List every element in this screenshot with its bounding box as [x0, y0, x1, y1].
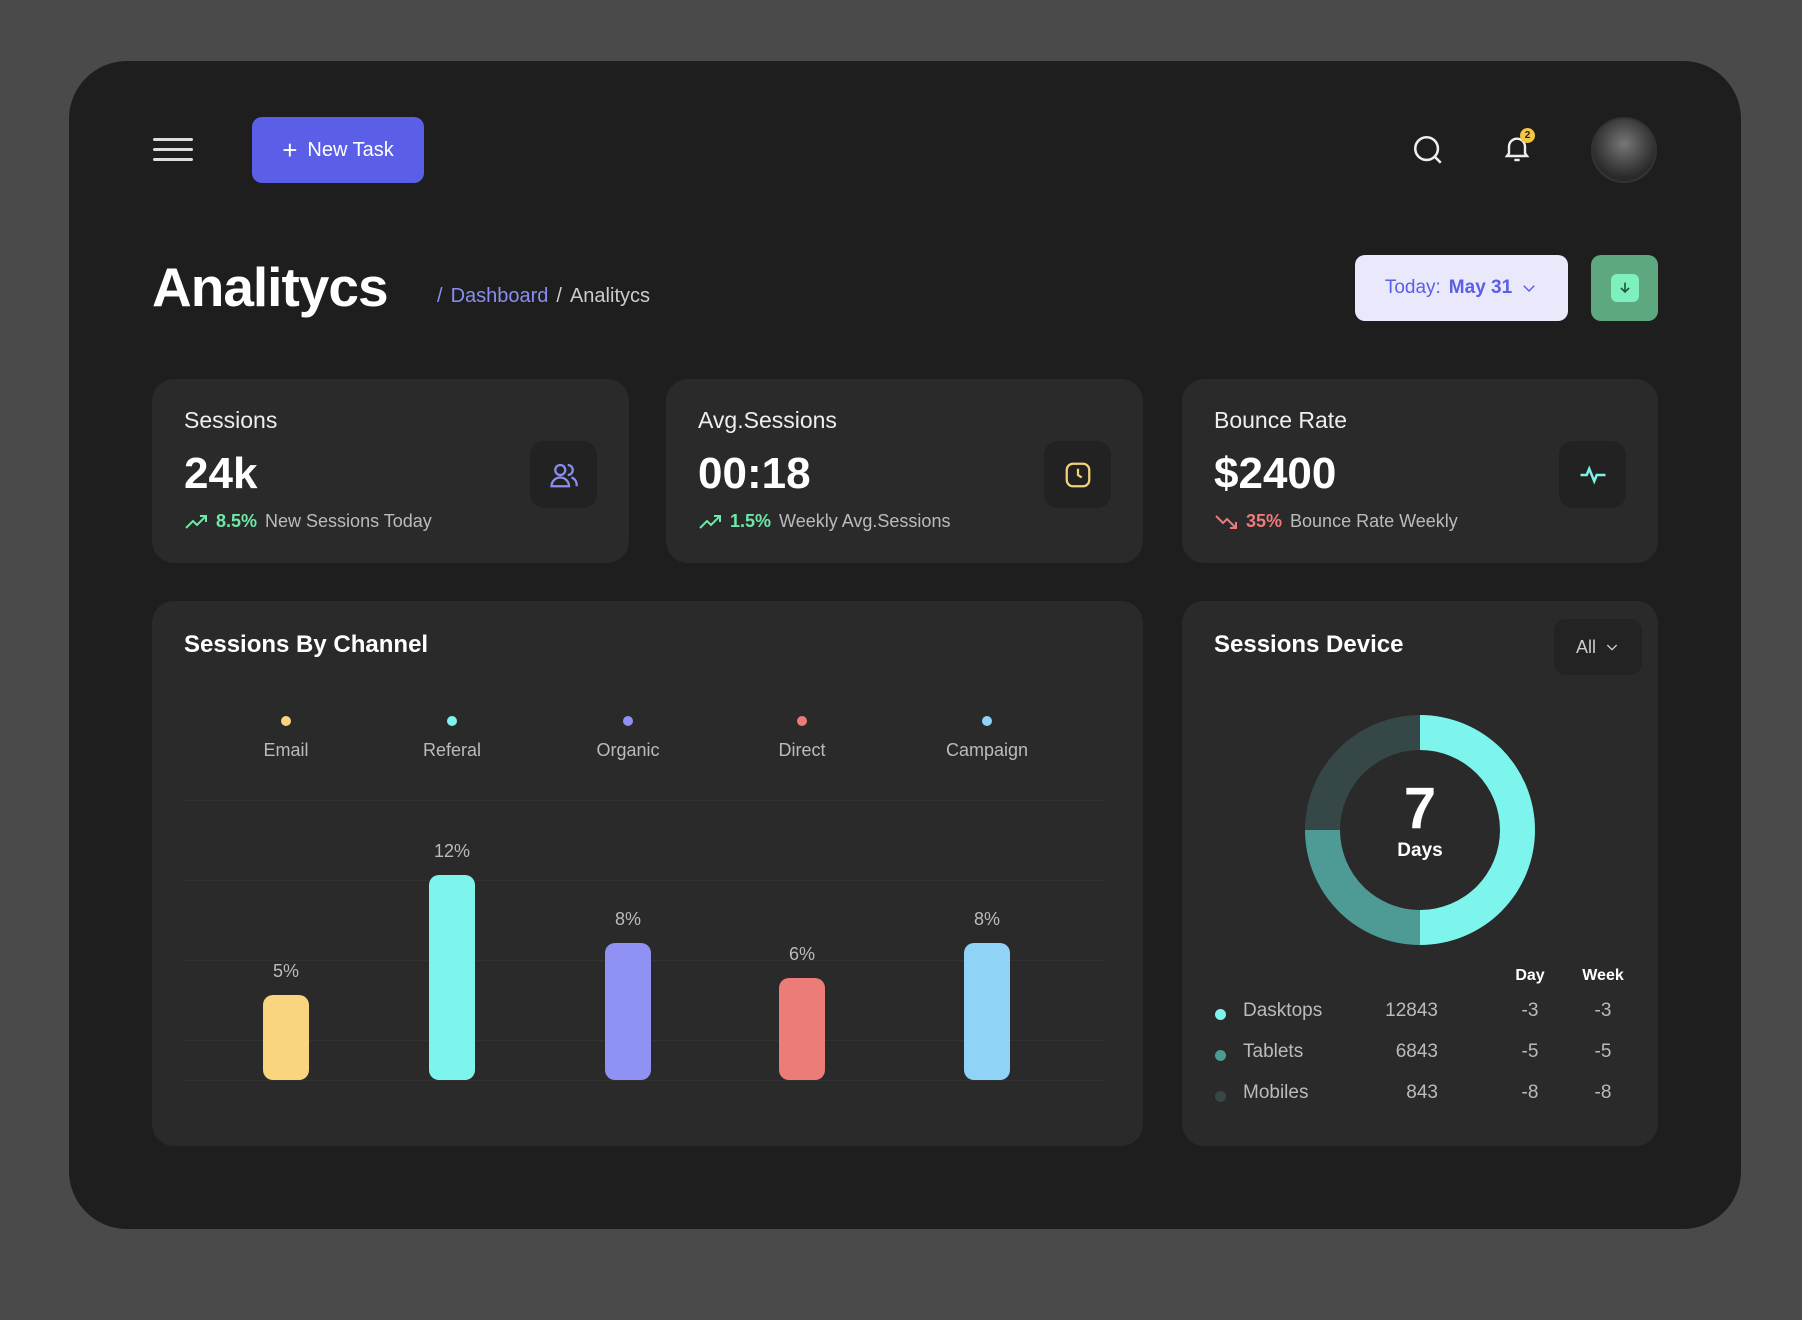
device-value: 6843: [1395, 1041, 1438, 1062]
page-title: Analitycs: [152, 256, 389, 318]
breadcrumb-dashboard[interactable]: Dashboard: [450, 285, 549, 307]
trend-down-icon: [1215, 514, 1237, 529]
device-filter-dropdown[interactable]: All: [1554, 619, 1642, 675]
device-name: Dasktops: [1243, 1000, 1323, 1021]
breadcrumb-current: Analitycs: [569, 285, 650, 307]
activity-icon: [1580, 464, 1605, 485]
legend-item: Referal: [392, 716, 512, 761]
legend-item: Email: [226, 716, 346, 761]
grid-line: [185, 1080, 1105, 1081]
legend-label: Organic: [596, 740, 660, 760]
users-icon: [549, 463, 578, 487]
search-icon: [1413, 135, 1442, 164]
device-week: -5: [1594, 1041, 1612, 1062]
legend-item: Campaign: [927, 716, 1047, 761]
bar-value-label: 5%: [272, 960, 299, 981]
bar-value-label: 8%: [973, 909, 1000, 930]
table-header-day: Day: [1515, 967, 1545, 984]
donut-center-label: Days: [1397, 840, 1443, 861]
stat-icon-box: [1559, 441, 1626, 508]
legend-item: Direct: [742, 716, 862, 761]
trend-up-icon: [185, 514, 207, 529]
download-button[interactable]: [1591, 255, 1658, 321]
legend-dot: [447, 716, 457, 726]
device-dot: [1215, 1009, 1226, 1020]
date-picker[interactable]: Today: May 31: [1355, 255, 1568, 321]
notification-badge: 2: [1520, 128, 1535, 143]
donut-slice-mobiles[interactable]: [1305, 715, 1420, 830]
stat-card-sessions: Sessions 24k 8.5% New Sessions Today: [152, 379, 629, 563]
legend-label: Direct: [778, 740, 826, 760]
notifications-button[interactable]: 2: [1497, 128, 1537, 168]
device-row: Mobiles 843 -8 -8: [1212, 1082, 1632, 1112]
legend-dot: [281, 716, 291, 726]
download-icon: [1619, 282, 1630, 294]
plus-icon: +: [282, 135, 298, 165]
bar-email[interactable]: [263, 994, 309, 1080]
device-week: -3: [1594, 1000, 1612, 1021]
device-dot: [1215, 1050, 1226, 1061]
avatar[interactable]: [1591, 117, 1657, 183]
bar-value-label: 12%: [433, 841, 471, 861]
legend-label: Campaign: [945, 740, 1029, 760]
device-week: -8: [1594, 1082, 1612, 1103]
trend-up-icon: [699, 514, 721, 529]
sessions-device-panel: Sessions Device All: [1182, 601, 1658, 1146]
legend-dot: [623, 716, 633, 726]
breadcrumb: / Dashboard / Analitycs: [437, 285, 650, 307]
device-dot: [1215, 1091, 1226, 1102]
bar-direct[interactable]: [779, 977, 825, 1080]
device-day: -5: [1521, 1041, 1539, 1062]
donut-center-value: 7: [1403, 776, 1437, 841]
stat-card-bounce-rate: Bounce Rate $2400 35% Bounce Rate Weekly: [1182, 379, 1658, 563]
bar-value-label: 8%: [614, 909, 641, 930]
legend-label: Referal: [422, 740, 482, 760]
device-day: -3: [1521, 1000, 1539, 1021]
device-day: -8: [1521, 1082, 1539, 1103]
bar-value-label: 6%: [788, 943, 815, 964]
stat-icon-box: [530, 441, 597, 508]
new-task-button[interactable]: + New Task: [252, 117, 424, 183]
bar-organic[interactable]: [605, 943, 651, 1080]
menu-button[interactable]: [153, 138, 193, 162]
donut-chart: [1305, 715, 1535, 945]
device-row: Tablets 6843 -5 -5: [1212, 1041, 1632, 1071]
device-row: Dasktops 12843 -3 -3: [1212, 1000, 1632, 1030]
clock-icon: [1065, 462, 1090, 487]
grid-line: [185, 800, 1105, 801]
bar-campaign[interactable]: [964, 943, 1010, 1080]
legend-item: Organic: [568, 716, 688, 761]
legend-dot: [982, 716, 992, 726]
chevron-down-icon: [1523, 285, 1535, 293]
table-header-week: Week: [1582, 967, 1624, 984]
device-value: 12843: [1385, 1000, 1438, 1021]
legend-dot: [797, 716, 807, 726]
bar-referal[interactable]: [429, 875, 475, 1080]
search-button[interactable]: [1408, 130, 1448, 170]
grid-line: [185, 880, 1105, 881]
device-name: Tablets: [1243, 1041, 1304, 1062]
stat-icon-box: [1044, 441, 1111, 508]
chevron-down-icon: [1606, 644, 1618, 651]
device-name: Mobiles: [1243, 1082, 1309, 1103]
donut-slice-tablets[interactable]: [1305, 830, 1420, 945]
stat-card-avg-sessions: Avg.Sessions 00:18 1.5% Weekly Avg.Sessio…: [666, 379, 1143, 563]
donut-slice-dasktops[interactable]: [1420, 715, 1535, 945]
device-value: 843: [1406, 1082, 1438, 1103]
legend-label: Email: [263, 740, 309, 760]
